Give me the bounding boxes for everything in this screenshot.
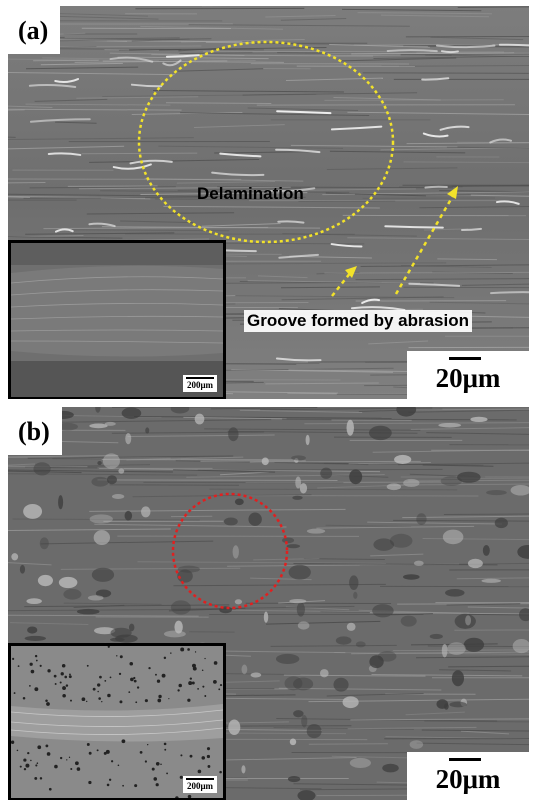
highlight-circle xyxy=(171,492,289,610)
panel-label-b: (b) xyxy=(8,407,62,455)
abrasion-arrows xyxy=(331,193,456,297)
groove-label: Groove formed by abrasion xyxy=(244,310,472,332)
sem-panel-b: (b) 200μm 20μm xyxy=(8,407,529,800)
inset-scale-bar-b: 200μm xyxy=(183,776,217,793)
scale-bar-a: 20μm xyxy=(407,351,529,399)
inset-scale-bar-a: 200μm xyxy=(183,375,217,392)
inset-b-graphic xyxy=(11,646,223,798)
delamination-circle xyxy=(137,40,395,244)
scale-bar-b: 20μm xyxy=(407,752,529,800)
delamination-label: Delamination xyxy=(197,184,304,203)
panel-label-a: (a) xyxy=(8,6,61,54)
inset-image-a: 200μm xyxy=(8,240,226,399)
sem-panel-a: (a) Delamination Groove formed by abrasi… xyxy=(8,6,529,399)
inset-a-graphic xyxy=(11,243,223,397)
inset-image-b: 200μm xyxy=(8,643,226,800)
